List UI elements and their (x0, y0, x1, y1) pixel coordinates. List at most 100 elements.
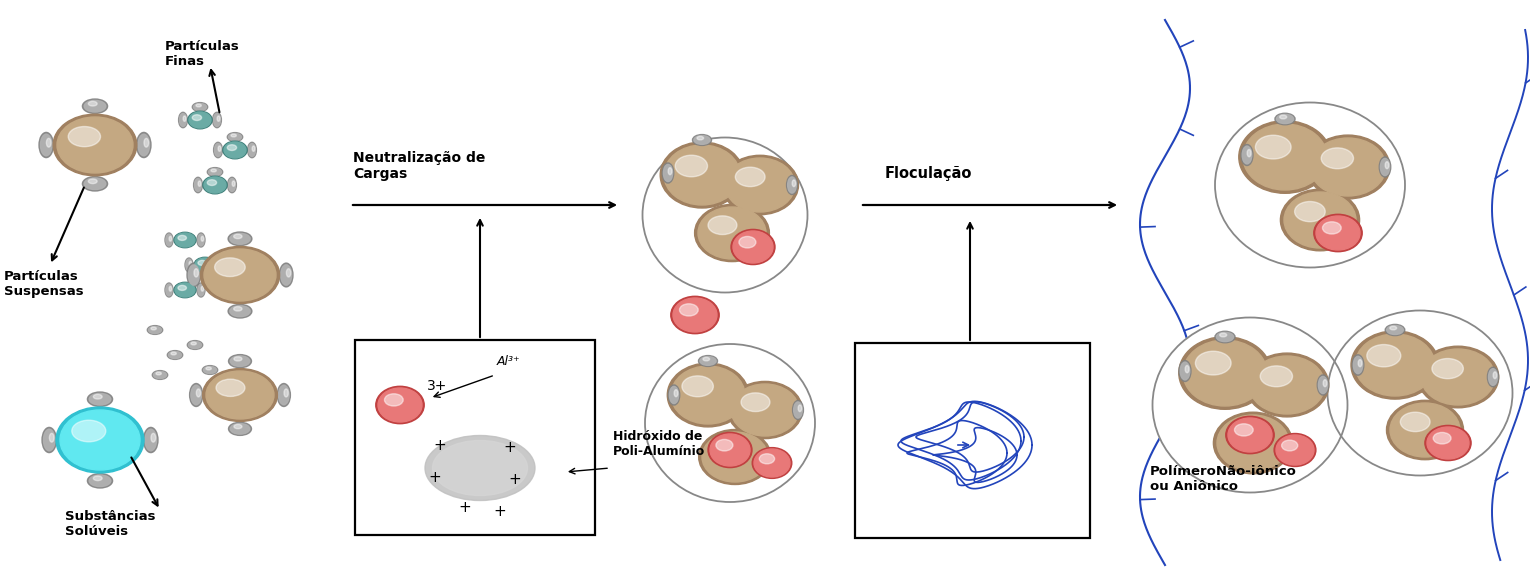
Ellipse shape (207, 371, 274, 419)
Ellipse shape (228, 134, 242, 141)
Ellipse shape (695, 204, 770, 262)
Ellipse shape (741, 393, 770, 412)
Ellipse shape (69, 127, 101, 147)
Ellipse shape (285, 389, 288, 397)
Ellipse shape (197, 233, 205, 247)
Ellipse shape (1400, 412, 1431, 432)
Ellipse shape (156, 372, 161, 375)
Text: +: + (433, 437, 447, 453)
Text: +: + (459, 500, 471, 516)
Text: 3+: 3+ (427, 379, 447, 393)
Ellipse shape (1379, 157, 1391, 177)
Ellipse shape (153, 371, 168, 380)
Ellipse shape (219, 146, 220, 151)
Ellipse shape (1195, 351, 1232, 375)
Ellipse shape (1216, 415, 1288, 471)
Ellipse shape (1274, 433, 1316, 467)
Ellipse shape (277, 384, 291, 406)
Ellipse shape (1213, 412, 1293, 474)
Ellipse shape (672, 366, 745, 424)
Ellipse shape (1353, 355, 1363, 376)
Ellipse shape (93, 394, 103, 399)
Ellipse shape (1487, 367, 1498, 387)
Ellipse shape (699, 357, 716, 366)
Ellipse shape (72, 420, 106, 442)
Ellipse shape (165, 284, 173, 296)
Ellipse shape (41, 427, 57, 453)
Ellipse shape (40, 134, 52, 156)
Ellipse shape (1247, 150, 1252, 157)
Ellipse shape (234, 425, 242, 429)
Ellipse shape (1279, 115, 1287, 119)
Ellipse shape (1389, 326, 1397, 330)
Ellipse shape (1216, 332, 1233, 342)
Ellipse shape (710, 434, 750, 466)
Ellipse shape (739, 237, 756, 248)
Ellipse shape (1421, 349, 1495, 405)
Ellipse shape (211, 169, 216, 172)
Ellipse shape (179, 113, 187, 127)
Ellipse shape (793, 401, 803, 419)
Ellipse shape (83, 176, 107, 191)
Ellipse shape (669, 168, 672, 175)
Ellipse shape (725, 158, 796, 212)
Ellipse shape (213, 112, 222, 128)
Ellipse shape (148, 326, 162, 333)
Ellipse shape (214, 113, 220, 127)
Ellipse shape (731, 384, 799, 436)
Ellipse shape (197, 260, 207, 265)
Ellipse shape (282, 265, 292, 285)
Ellipse shape (89, 475, 110, 486)
Ellipse shape (231, 134, 236, 137)
Ellipse shape (185, 258, 193, 272)
Ellipse shape (202, 366, 217, 374)
Ellipse shape (1386, 400, 1464, 460)
Ellipse shape (222, 261, 223, 266)
Ellipse shape (664, 165, 673, 182)
Ellipse shape (669, 385, 679, 405)
Ellipse shape (682, 376, 713, 397)
Ellipse shape (1226, 416, 1274, 454)
Ellipse shape (230, 356, 249, 366)
Ellipse shape (214, 144, 222, 157)
Ellipse shape (1294, 201, 1325, 222)
Ellipse shape (228, 178, 237, 193)
Ellipse shape (203, 176, 226, 194)
Ellipse shape (233, 181, 236, 186)
Ellipse shape (190, 112, 211, 128)
Ellipse shape (196, 389, 200, 397)
Ellipse shape (722, 155, 799, 215)
Ellipse shape (1434, 432, 1450, 444)
Ellipse shape (200, 246, 280, 304)
Ellipse shape (89, 394, 110, 405)
Ellipse shape (170, 237, 171, 241)
Text: Substâncias
Solúveis: Substâncias Solúveis (64, 510, 156, 538)
Ellipse shape (252, 146, 256, 151)
Ellipse shape (1316, 216, 1360, 250)
Ellipse shape (248, 144, 256, 157)
Ellipse shape (1351, 331, 1440, 399)
Ellipse shape (670, 387, 679, 404)
Ellipse shape (698, 136, 704, 140)
Ellipse shape (174, 282, 196, 298)
Ellipse shape (179, 112, 187, 128)
Ellipse shape (1241, 144, 1253, 165)
Ellipse shape (87, 392, 113, 406)
Ellipse shape (144, 138, 148, 147)
Ellipse shape (1385, 324, 1405, 336)
Ellipse shape (165, 283, 173, 297)
Ellipse shape (234, 234, 242, 239)
Ellipse shape (1282, 440, 1297, 451)
Ellipse shape (1219, 333, 1227, 337)
Ellipse shape (194, 258, 216, 272)
Ellipse shape (200, 237, 203, 241)
Ellipse shape (278, 385, 289, 405)
Ellipse shape (214, 258, 245, 277)
Ellipse shape (699, 429, 771, 485)
Ellipse shape (54, 114, 136, 176)
Ellipse shape (168, 352, 182, 359)
Ellipse shape (1152, 318, 1348, 492)
Ellipse shape (228, 133, 243, 141)
Ellipse shape (57, 117, 133, 173)
Ellipse shape (194, 179, 202, 192)
